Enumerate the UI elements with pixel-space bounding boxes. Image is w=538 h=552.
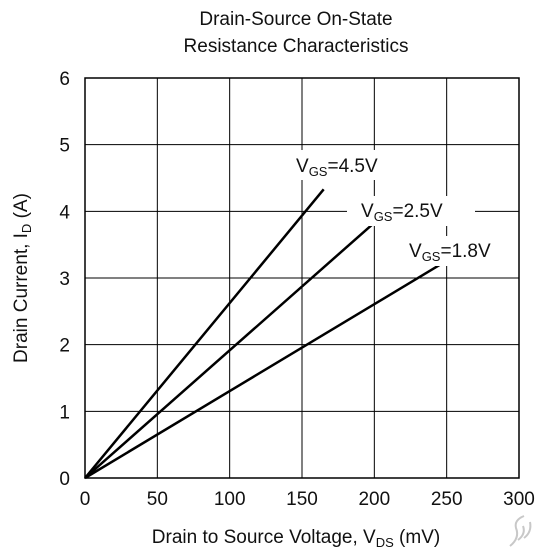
y-tick-label-0: 0	[59, 469, 70, 490]
x-tick-label-5: 250	[431, 489, 463, 510]
x-axis-label: Drain to Source Voltage, VDS (mV)	[152, 527, 440, 550]
x-axis-label-sub: DS	[376, 535, 394, 550]
y-tick-label-5: 5	[59, 136, 70, 157]
series-label-2: VGS=1.8V	[409, 241, 491, 264]
x-tick-label-6: 300	[503, 489, 535, 510]
y-axis-label: Drain Current, ID (A)	[11, 193, 34, 363]
series-label-1-main: V	[361, 201, 374, 222]
series-label-0-sub: GS	[309, 164, 328, 179]
grid	[84, 77, 520, 479]
y-tick-label-3: 3	[59, 269, 70, 290]
series-labels: VGS=4.5V VGS=2.5V VGS=1.8V	[292, 150, 517, 266]
y-axis-label-sub: D	[19, 224, 34, 233]
watermark-mark	[509, 515, 532, 547]
plot-frame	[84, 77, 520, 479]
series-line-0	[84, 188, 325, 479]
series-label-1-tail: =2.5V	[392, 201, 443, 222]
chart-title-line1: Drain-Source On-State	[199, 9, 392, 30]
x-tick-label-4: 200	[358, 489, 390, 510]
series-label-bg-0	[292, 150, 382, 180]
x-axis-label-tail: (mV)	[394, 527, 440, 548]
series-label-1-sub: GS	[374, 209, 393, 224]
series-label-bg-2	[405, 236, 517, 266]
y-axis-label-main: Drain Current, I	[11, 233, 32, 363]
x-tick-label-3: 150	[286, 489, 318, 510]
x-tick-label-0: 0	[80, 489, 91, 510]
series-label-2-tail: =1.8V	[440, 241, 491, 262]
x-axis-label-main: Drain to Source Voltage, V	[152, 527, 376, 548]
series-label-2-sub: GS	[422, 249, 441, 264]
series-label-2-main: V	[409, 241, 422, 262]
y-tick-label-1: 1	[59, 402, 70, 423]
series-lines	[84, 188, 443, 480]
series-label-1: VGS=2.5V	[361, 201, 443, 224]
y-tick-label-2: 2	[59, 336, 70, 357]
x-tick-label-2: 100	[214, 489, 246, 510]
series-label-bg-1	[347, 196, 475, 226]
series-label-0: VGS=4.5V	[296, 156, 378, 179]
y-axis-label-tail: (A)	[11, 193, 32, 224]
series-line-2	[84, 262, 443, 480]
y-tick-label-6: 6	[59, 69, 70, 90]
series-line-1	[84, 221, 376, 479]
tick-labels: 0 50 100 150 200 250 300 0 1 2 3 4 5 6	[59, 69, 534, 510]
series-label-0-main: V	[296, 156, 309, 177]
y-tick-label-4: 4	[59, 202, 70, 223]
x-tick-label-1: 50	[147, 489, 168, 510]
series-label-0-tail: =4.5V	[327, 156, 378, 177]
chart-title-line2: Resistance Characteristics	[184, 36, 409, 57]
